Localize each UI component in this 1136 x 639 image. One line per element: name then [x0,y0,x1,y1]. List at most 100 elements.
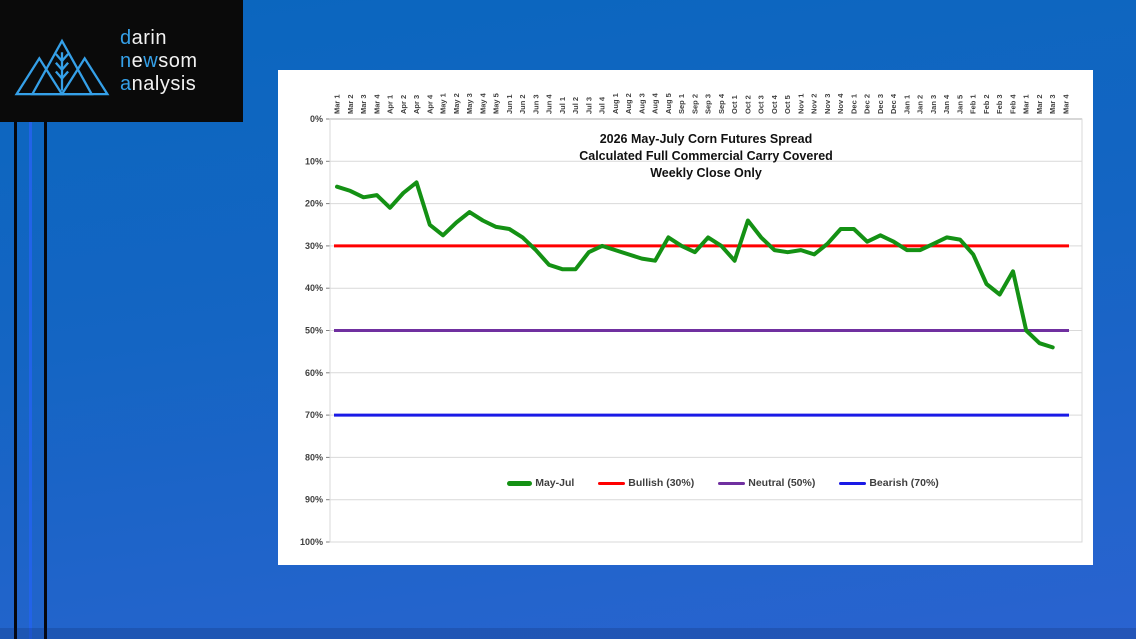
vertical-accent-line-3 [44,122,47,639]
vertical-accent-line-2 [29,122,32,639]
y-axis-label: 20% [305,199,323,209]
x-axis-label: Aug 5 [664,93,673,114]
legend-swatch [839,481,867,485]
logo-letter: arin [131,26,167,49]
series-line-may-jul [335,180,1055,350]
x-axis-label: Jun 3 [531,94,540,114]
logo-word: darin [120,27,198,50]
logo-accent-letter: d [120,26,132,49]
legend-item: Bullish (30%) [598,477,694,489]
x-axis-label: Feb 3 [995,94,1004,114]
x-axis-label: Sep 4 [717,93,726,114]
legend-label: Bullish (30%) [628,477,695,489]
y-axis-label: 10% [305,156,323,166]
x-axis-label: Feb 4 [1008,94,1017,114]
x-axis-label: Mar 4 [1062,94,1071,114]
x-axis-label: Jul 2 [571,97,580,114]
x-axis-label: Jul 4 [598,96,607,114]
x-axis-label: Dec 4 [889,93,898,114]
y-axis-label: 40% [305,283,323,293]
x-axis-label: Dec 1 [849,94,858,114]
logo-letter: som [158,49,198,72]
x-axis-label: Oct 5 [783,95,792,114]
x-axis-label: May 5 [492,93,501,114]
x-axis-label: Mar 3 [359,94,368,114]
x-axis-label: Jun 4 [545,94,554,114]
x-axis-label: Mar 1 [333,94,342,114]
x-axis-label: Aug 2 [624,93,633,114]
x-axis-label: Oct 2 [743,95,752,114]
x-axis-label: Dec 3 [876,94,885,114]
x-axis-label: May 4 [478,92,487,114]
x-axis-label: Oct 4 [770,94,779,114]
x-axis-label: Aug 1 [611,93,620,114]
y-axis-label: 60% [305,368,323,378]
x-axis-label: Apr 4 [425,94,434,114]
logo-accent-letter: n [120,49,132,72]
x-axis-label: May 3 [465,93,474,114]
logo-wordmark: darin newsom analysis [120,27,198,96]
x-axis-label: Jun 2 [518,94,527,114]
dna-logo: darin newsom analysis [0,0,243,122]
logo-word: newsom [120,50,198,73]
legend-label: Neutral (50%) [748,477,816,489]
x-axis-label: May 1 [439,93,448,114]
x-axis-label: Apr 2 [399,95,408,114]
y-axis-label: 80% [305,452,323,462]
legend-swatch [507,480,533,486]
legend-label: Bearish (70%) [869,477,939,489]
x-axis-label: Jan 3 [929,95,938,114]
x-axis-label: Jul 1 [558,97,567,114]
y-axis-label: 100% [300,537,323,547]
logo-letter: e [131,49,144,72]
y-axis-label: 0% [310,114,323,124]
x-axis-label: Mar 1 [1022,94,1031,114]
x-axis-label: Apr 1 [386,95,395,114]
x-axis-label: Jan 1 [902,95,911,114]
footer-band [0,628,1136,639]
x-axis-label: Oct 3 [757,95,766,114]
x-axis-label: Mar 4 [372,94,381,114]
legend-swatch [598,481,626,485]
legend-item: Neutral (50%) [718,477,815,489]
x-axis-label: Nov 4 [836,93,845,114]
x-axis-label: Jan 4 [942,94,951,114]
y-axis-label: 70% [305,410,323,420]
y-axis-label: 90% [305,495,323,505]
x-axis-label: Aug 4 [651,92,660,114]
x-axis-label: Feb 2 [982,94,991,114]
legend-item: Bearish (70%) [839,477,939,489]
logo-letter: nalysis [131,72,197,95]
x-axis-label: Jun 1 [505,94,514,114]
x-axis-label: Mar 3 [1048,94,1057,114]
x-axis-label: Sep 3 [704,94,713,114]
x-axis-label: Apr 3 [412,95,421,114]
legend-swatch [718,481,746,485]
x-axis-label: Sep 2 [690,94,699,114]
logo-accent-letter: a [120,72,132,95]
y-axis-label: 50% [305,326,323,336]
legend-label: May-Jul [535,477,575,489]
logo-accent-letter: w [143,49,159,72]
plot-border [329,118,1083,543]
x-axis-label: Mar 2 [346,94,355,114]
x-axis-label: Aug 3 [637,93,646,114]
x-axis-label: Jan 5 [955,95,964,114]
y-axis-label: 30% [305,241,323,251]
vertical-accent-line-1 [14,122,17,639]
chart-svg: 0% 10% 20% 30% 40% 50% 60% 70% 80% 90% 100% Mar 1 Ma… [300,92,1083,547]
x-axis-label: Nov 3 [823,94,832,114]
x-axis-label: Jan 2 [916,95,925,114]
x-axis-label: Jul 3 [584,97,593,114]
chart-legend: May-Jul Bullish (30%) Neutral (50%) Bearish… [330,477,1082,489]
mountains-wheat-icon [14,38,110,96]
x-axis-label: Mar 2 [1035,94,1044,114]
x-axis-label: Nov 2 [810,94,819,114]
chart-panel: 0% 10% 20% 30% 40% 50% 60% 70% 80% 90% 100% Mar 1 Ma… [278,70,1093,565]
logo-word: analysis [120,73,198,96]
x-axis-label: Oct 1 [730,95,739,114]
x-axis-label: Sep 1 [677,94,686,114]
legend-item: May-Jul [507,477,574,489]
x-axis-label: Feb 1 [969,94,978,114]
